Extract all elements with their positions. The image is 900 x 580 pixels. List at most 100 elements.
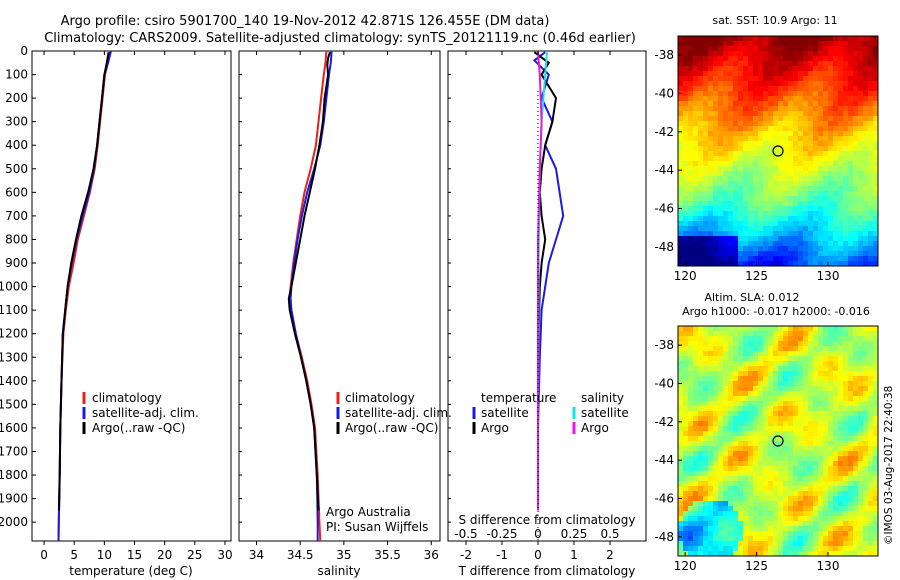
heatmap-cell <box>823 246 829 252</box>
heatmap-cell <box>873 61 879 67</box>
heatmap-cell <box>728 226 734 232</box>
heatmap-cell <box>818 501 824 507</box>
heatmap-cell <box>718 121 724 127</box>
heatmap-cell <box>693 426 699 432</box>
heatmap-cell <box>708 251 714 257</box>
heatmap-cell <box>843 521 849 527</box>
heatmap-cell <box>758 136 764 142</box>
heatmap-cell <box>723 346 729 352</box>
heatmap-cell <box>833 201 839 207</box>
heatmap-cell <box>728 56 734 62</box>
heatmap-cell <box>683 81 689 87</box>
heatmap-cell <box>718 36 724 42</box>
heatmap-cell <box>828 491 834 497</box>
heatmap-cell <box>733 466 739 472</box>
heatmap-cell <box>753 221 759 227</box>
heatmap-cell <box>768 536 774 542</box>
heatmap-cell <box>788 76 794 82</box>
heatmap-cell <box>698 256 704 262</box>
heatmap-cell <box>803 386 809 392</box>
heatmap-cell <box>733 416 739 422</box>
heatmap-cell <box>728 456 734 462</box>
heatmap-cell <box>698 46 704 52</box>
heatmap-cell <box>833 386 839 392</box>
heatmap-cell <box>798 186 804 192</box>
heatmap-cell <box>728 51 734 57</box>
heatmap-cell <box>753 91 759 97</box>
heatmap-cell <box>863 166 869 172</box>
heatmap-cell <box>873 346 879 352</box>
heatmap-cell <box>723 521 729 527</box>
heatmap-cell <box>793 246 799 252</box>
heatmap-cell <box>773 156 779 162</box>
heatmap-cell <box>748 411 754 417</box>
heatmap-cell <box>778 156 784 162</box>
heatmap-cell <box>763 521 769 527</box>
heatmap-cell <box>698 401 704 407</box>
heatmap-cell <box>858 341 864 347</box>
heatmap-cell <box>748 346 754 352</box>
heatmap-cell <box>843 131 849 137</box>
heatmap-cell <box>858 451 864 457</box>
heatmap-cell <box>858 521 864 527</box>
heatmap-cell <box>763 201 769 207</box>
heatmap-cell <box>848 531 854 537</box>
heatmap-cell <box>758 396 764 402</box>
heatmap-cell <box>713 261 719 267</box>
heatmap-cell <box>853 111 859 117</box>
heatmap-cell <box>838 86 844 92</box>
heatmap-cell <box>788 496 794 502</box>
heatmap-cell <box>768 506 774 512</box>
heatmap-cell <box>678 371 684 377</box>
heatmap-cell <box>823 261 829 267</box>
sla-map-title: Altim. SLA: 0.012 <box>704 291 799 304</box>
heatmap-cell <box>843 226 849 232</box>
heatmap-cell <box>783 261 789 267</box>
heatmap-cell <box>803 486 809 492</box>
heatmap-cell <box>868 166 874 172</box>
heatmap-cell <box>698 491 704 497</box>
heatmap-cell <box>818 166 824 172</box>
heatmap-cell <box>778 196 784 202</box>
heatmap-cell <box>693 331 699 337</box>
heatmap-cell <box>778 416 784 422</box>
heatmap-cell <box>778 241 784 247</box>
heatmap-cell <box>863 386 869 392</box>
heatmap-cell <box>768 361 774 367</box>
heatmap-cell <box>723 376 729 382</box>
heatmap-cell <box>833 446 839 452</box>
heatmap-cell <box>738 396 744 402</box>
heatmap-cell <box>868 481 874 487</box>
heatmap-cell <box>853 206 859 212</box>
heatmap-cell <box>683 251 689 257</box>
heatmap-cell <box>713 496 719 502</box>
heatmap-cell <box>868 131 874 137</box>
heatmap-cell <box>788 121 794 127</box>
heatmap-cell <box>753 41 759 47</box>
heatmap-cell <box>738 451 744 457</box>
heatmap-cell <box>798 531 804 537</box>
heatmap-cell <box>838 496 844 502</box>
heatmap-cell <box>813 406 819 412</box>
heatmap-cell <box>818 76 824 82</box>
heatmap-cell <box>698 191 704 197</box>
heatmap-cell <box>748 356 754 362</box>
heatmap-cell <box>693 431 699 437</box>
heatmap-cell <box>853 496 859 502</box>
heatmap-cell <box>803 251 809 257</box>
heatmap-cell <box>678 441 684 447</box>
heatmap-cell <box>808 421 814 427</box>
heatmap-cell <box>698 156 704 162</box>
heatmap-cell <box>853 506 859 512</box>
heatmap-cell <box>718 51 724 57</box>
heatmap-cell <box>698 96 704 102</box>
y-tick-label: 600 <box>5 185 28 199</box>
heatmap-cell <box>703 131 709 137</box>
heatmap-cell <box>858 511 864 517</box>
heatmap-cell <box>698 91 704 97</box>
heatmap-cell <box>728 551 734 557</box>
heatmap-cell <box>748 91 754 97</box>
heatmap-cell <box>688 251 694 257</box>
heatmap-cell <box>713 131 719 137</box>
heatmap-cell <box>833 396 839 402</box>
